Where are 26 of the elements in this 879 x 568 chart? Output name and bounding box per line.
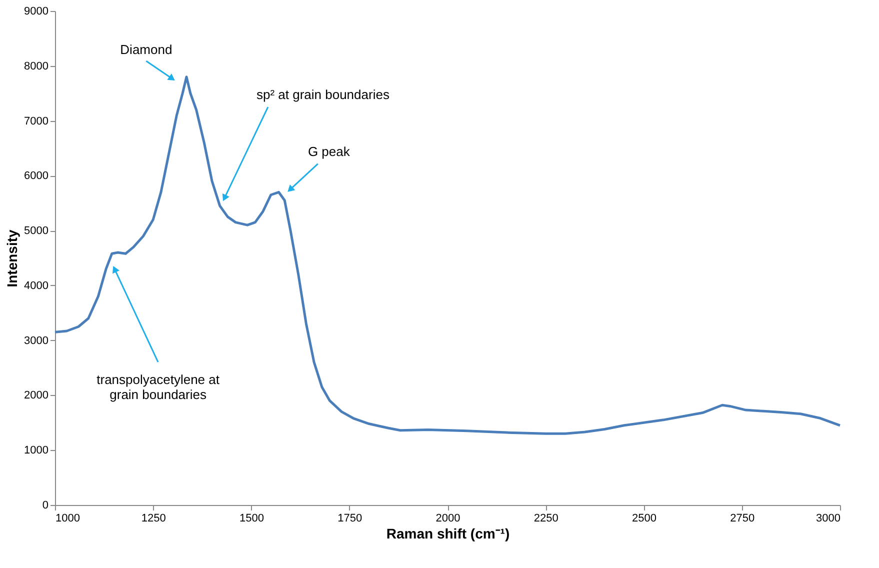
y-tick-label: 1000	[24, 444, 48, 457]
y-tick-label: 5000	[24, 225, 48, 238]
y-axis-title: Intensity	[4, 230, 20, 288]
y-tick-label: 0	[42, 500, 48, 512]
annotation: G peak	[308, 144, 350, 159]
x-tick-label: 2750	[730, 512, 755, 524]
x-tick-label: 2000	[436, 512, 460, 524]
annotation: Diamond	[120, 42, 172, 57]
y-tick-label: 6000	[24, 170, 48, 182]
y-tick-label: 4000	[24, 280, 48, 292]
line-series	[54, 76, 842, 435]
x-tick-label: 2250	[534, 512, 558, 524]
annotation: transpolyacetylene at grain boundaries	[96, 372, 220, 402]
y-tick-label: 3000	[24, 334, 48, 347]
x-tick-label: 1750	[338, 512, 362, 524]
x-axis-title: Raman shift (cm⁻¹)	[386, 526, 510, 542]
y-tick-label: 9000	[24, 6, 48, 18]
annotation: sp² at grain boundaries	[256, 87, 390, 102]
x-tick-label: 2500	[632, 512, 656, 524]
x-tick-label: 3000	[816, 512, 840, 524]
x-tick-label: 1500	[240, 512, 264, 524]
y-tick-label: 7000	[24, 115, 48, 128]
y-tick-label: 8000	[24, 60, 48, 72]
x-tick-label: 1000	[56, 512, 80, 524]
x-tick-label: 1250	[141, 512, 166, 524]
y-tick-label: 2000	[24, 390, 48, 402]
